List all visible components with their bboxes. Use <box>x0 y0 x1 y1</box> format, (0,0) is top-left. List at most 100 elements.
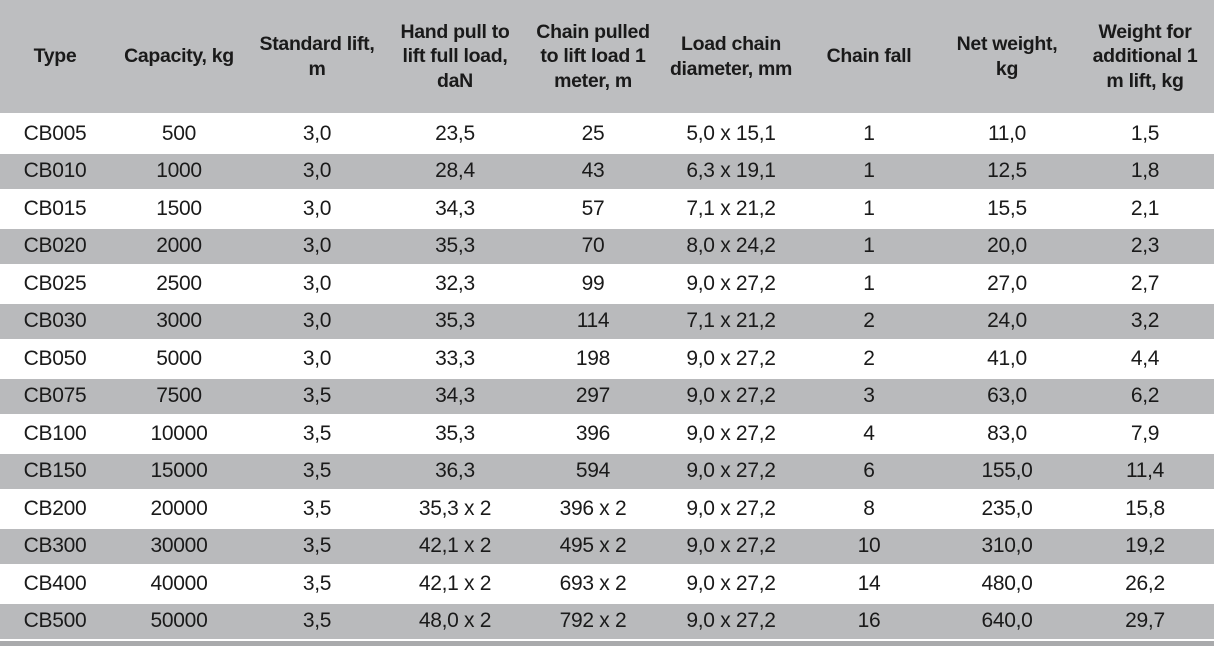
table-cell: 9,0 x 27,2 <box>662 416 800 454</box>
table-cell: 6,3 x 19,1 <box>662 153 800 191</box>
table-row: CB300 30000 3,5 42,1 x 2 495 x 2 9,0 x 27,2 10… <box>0 528 1214 566</box>
table-cell: 7,1 x 21,2 <box>662 191 800 229</box>
table-cell: CB015 <box>0 191 110 229</box>
table-cell: 34,3 <box>386 191 524 229</box>
column-header: Standard lift, m <box>248 0 386 116</box>
table-cell: 63,0 <box>938 378 1076 416</box>
table-cell: CB025 <box>0 266 110 304</box>
table-cell: 23,5 <box>386 116 524 154</box>
table-cell: 15,8 <box>1076 491 1214 529</box>
table-cell: 500 <box>110 116 248 154</box>
table-cell: 114 <box>524 303 662 341</box>
table-cell: CB300 <box>0 528 110 566</box>
table-row: CB015 1500 3,0 34,3 57 7,1 x 21,2 1 15,5 2,1 <box>0 191 1214 229</box>
table-cell: 198 <box>524 341 662 379</box>
table-cell: 297 <box>524 378 662 416</box>
table-cell: 792 x 2 <box>524 603 662 641</box>
table-cell: 9,0 x 27,2 <box>662 603 800 641</box>
table-cell: 1 <box>800 191 938 229</box>
table-cell: 3,5 <box>248 453 386 491</box>
table-cell: 35,3 <box>386 228 524 266</box>
table-cell: 3 <box>800 378 938 416</box>
table-cell: CB020 <box>0 228 110 266</box>
table-cell: 70 <box>524 228 662 266</box>
table-cell: 1 <box>800 266 938 304</box>
table-cell: 48,0 x 2 <box>386 603 524 641</box>
table-cell: 3,0 <box>248 341 386 379</box>
table-cell: 40000 <box>110 566 248 604</box>
table-cell: 41,0 <box>938 341 1076 379</box>
table-cell: 28,4 <box>386 153 524 191</box>
table-cell: 1000 <box>110 153 248 191</box>
table-cell: 3,5 <box>248 491 386 529</box>
table-cell: 20,0 <box>938 228 1076 266</box>
table-cell: 24,0 <box>938 303 1076 341</box>
table-cell: 27,0 <box>938 266 1076 304</box>
table-cell: CB200 <box>0 491 110 529</box>
table-cell: CB030 <box>0 303 110 341</box>
table-cell: 9,0 x 27,2 <box>662 378 800 416</box>
table-cell: CB100 <box>0 416 110 454</box>
table-cell: 42,1 x 2 <box>386 566 524 604</box>
table-cell: CB500 <box>0 603 110 641</box>
table-cell: 3,5 <box>248 566 386 604</box>
column-header: Chain fall <box>800 0 938 116</box>
table-cell: 2,7 <box>1076 266 1214 304</box>
table-cell: 15000 <box>110 453 248 491</box>
table-row: CB150 15000 3,5 36,3 594 9,0 x 27,2 6 155,0 11,4 <box>0 453 1214 491</box>
table-cell: 1,5 <box>1076 116 1214 154</box>
table-cell: 3,0 <box>248 191 386 229</box>
table-cell: 693 x 2 <box>524 566 662 604</box>
table-cell: 3,0 <box>248 116 386 154</box>
table-cell: 19,2 <box>1076 528 1214 566</box>
header-row: Type Capacity, kg Standard lift, m Hand pul… <box>0 0 1214 116</box>
table-cell: 16 <box>800 603 938 641</box>
table-cell: 50000 <box>110 603 248 641</box>
table-cell: 8 <box>800 491 938 529</box>
table-cell: 7,9 <box>1076 416 1214 454</box>
table-cell: CB005 <box>0 116 110 154</box>
table-cell: 42,1 x 2 <box>386 528 524 566</box>
table-cell: 396 <box>524 416 662 454</box>
table-row: CB075 7500 3,5 34,3 297 9,0 x 27,2 3 63,0 6,2 <box>0 378 1214 416</box>
table-cell: 235,0 <box>938 491 1076 529</box>
table-cell: 10000 <box>110 416 248 454</box>
table-cell: 5,0 x 15,1 <box>662 116 800 154</box>
column-header: Capacity, kg <box>110 0 248 116</box>
table-cell: 83,0 <box>938 416 1076 454</box>
table-cell: 3,0 <box>248 153 386 191</box>
table-cell: 25 <box>524 116 662 154</box>
table-cell: 594 <box>524 453 662 491</box>
table-cell: 9,0 x 27,2 <box>662 491 800 529</box>
table-cell: 8,0 x 24,2 <box>662 228 800 266</box>
table-cell: 3,0 <box>248 266 386 304</box>
table-cell: 2 <box>800 303 938 341</box>
table-cell: CB075 <box>0 378 110 416</box>
table-cell: 495 x 2 <box>524 528 662 566</box>
column-header: Hand pull to lift full load, daN <box>386 0 524 116</box>
table-cell: 57 <box>524 191 662 229</box>
table-row: CB050 5000 3,0 33,3 198 9,0 x 27,2 2 41,0 4,4 <box>0 341 1214 379</box>
table-cell: 3,2 <box>1076 303 1214 341</box>
table-cell: 6,2 <box>1076 378 1214 416</box>
table-cell: 1,8 <box>1076 153 1214 191</box>
table-cell: CB050 <box>0 341 110 379</box>
table-header: Type Capacity, kg Standard lift, m Hand pul… <box>0 0 1214 116</box>
column-header: Weight for additional 1 m lift, kg <box>1076 0 1214 116</box>
column-header: Type <box>0 0 110 116</box>
table-cell: 640,0 <box>938 603 1076 641</box>
table-cell: 29,7 <box>1076 603 1214 641</box>
table-cell: 12,5 <box>938 153 1076 191</box>
table-cell: 20000 <box>110 491 248 529</box>
table-cell: 10 <box>800 528 938 566</box>
table-row: CB010 1000 3,0 28,4 43 6,3 x 19,1 1 12,5 1,8 <box>0 153 1214 191</box>
table-cell: 15,5 <box>938 191 1076 229</box>
table-row: CB005 500 3,0 23,5 25 5,0 x 15,1 1 11,0 1,5 <box>0 116 1214 154</box>
table-cell: 34,3 <box>386 378 524 416</box>
table-cell: 3,5 <box>248 378 386 416</box>
table-cell: 480,0 <box>938 566 1076 604</box>
table-cell: 9,0 x 27,2 <box>662 566 800 604</box>
table-body: CB005 500 3,0 23,5 25 5,0 x 15,1 1 11,0 1,5 CB010… <box>0 116 1214 641</box>
table-cell: 2500 <box>110 266 248 304</box>
